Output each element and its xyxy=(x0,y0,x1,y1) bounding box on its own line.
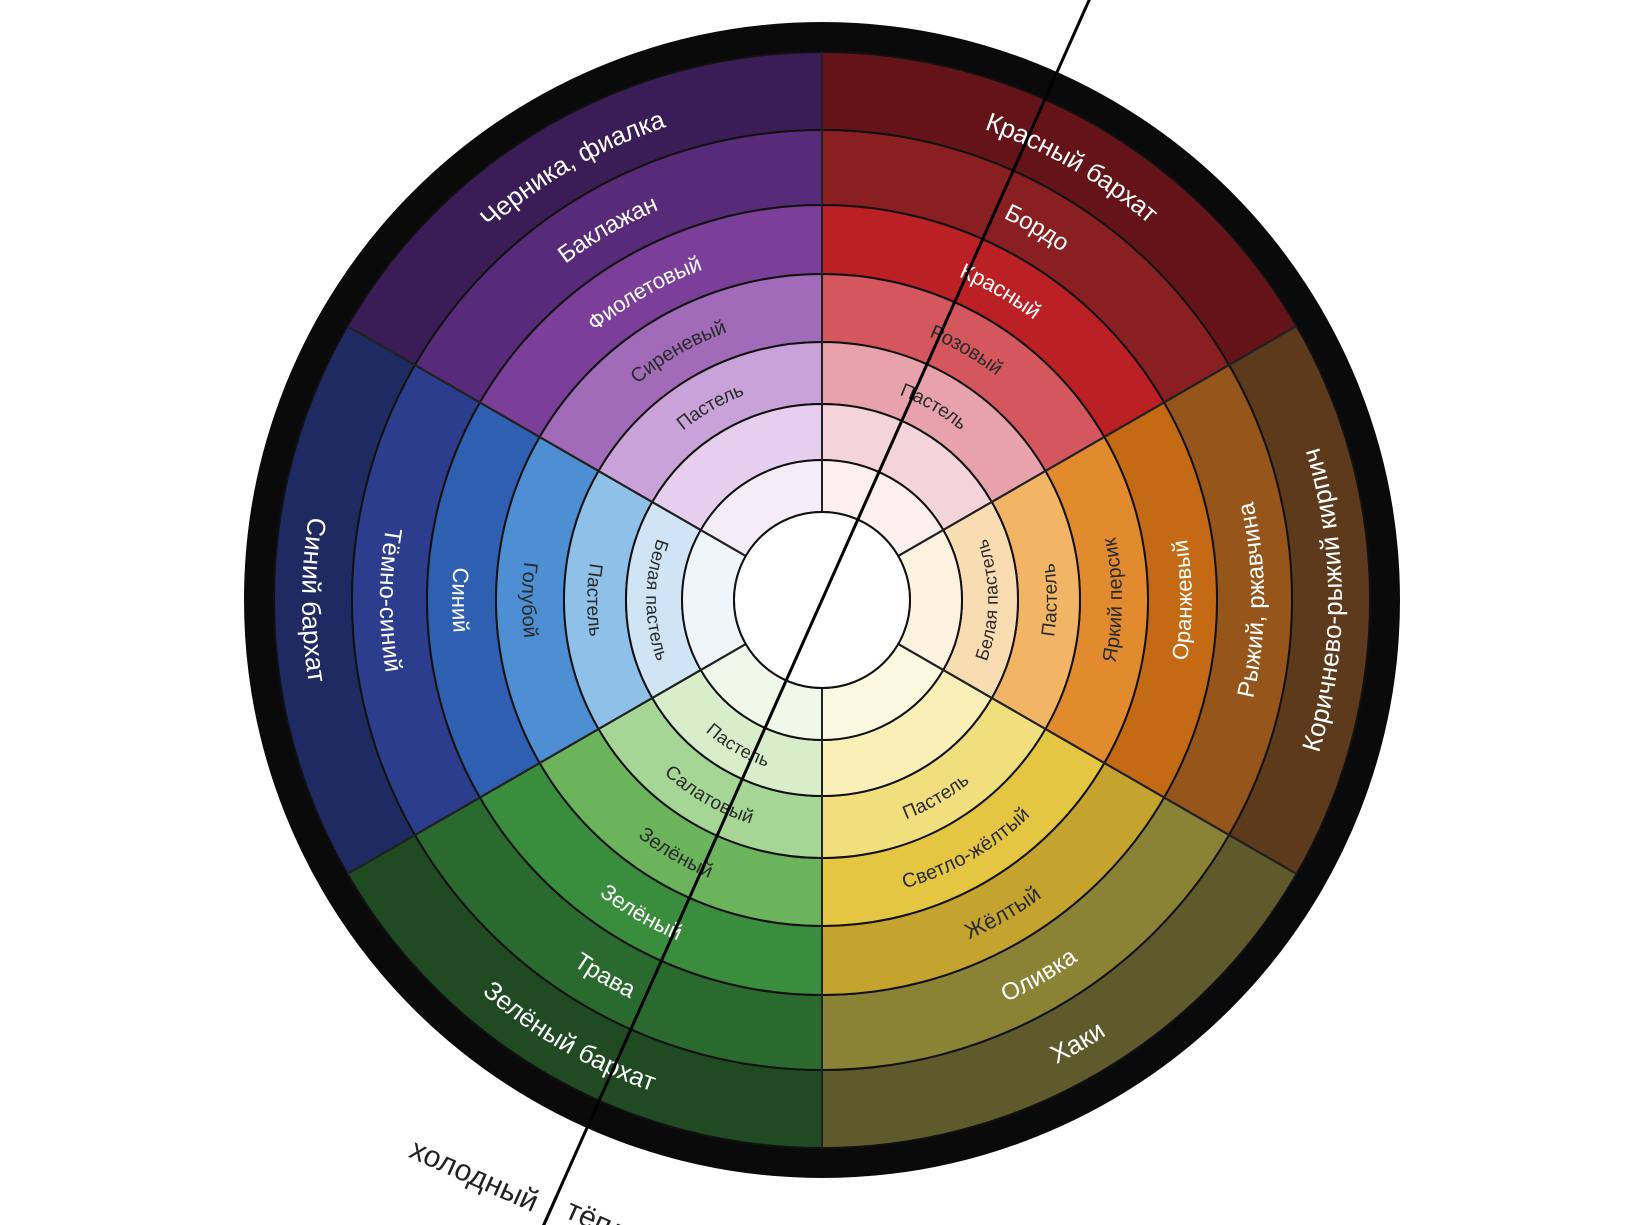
ring-label-blue-2: Синий xyxy=(447,567,473,633)
ring-label-blue-4: Пастель xyxy=(582,562,606,638)
color-wheel-diagram: Красный бархатБордоКрасныйРозовыйПастель… xyxy=(0,0,1644,1225)
label-warm: тёплый xyxy=(561,1193,668,1225)
ring-label-blue-3: Голубой xyxy=(517,561,541,639)
ring-label-orange-4: Пастель xyxy=(1038,562,1062,638)
label-cold: холодный xyxy=(405,1133,544,1219)
